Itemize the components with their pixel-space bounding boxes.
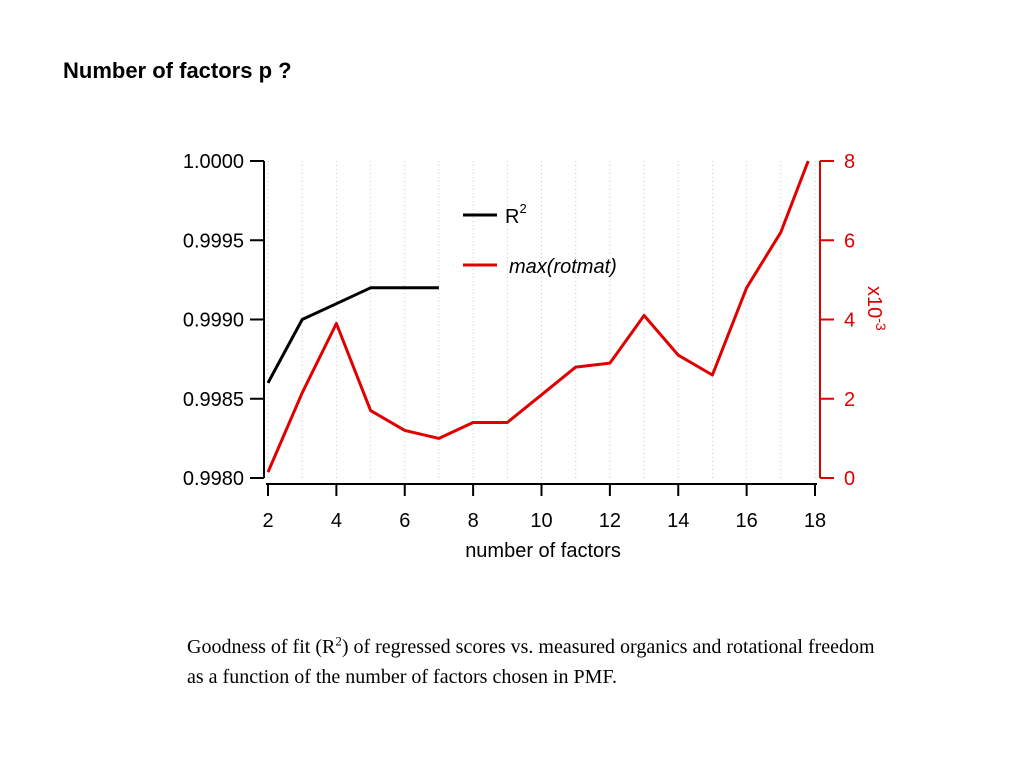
x-axis-tick-label: 14 [667, 510, 689, 532]
legend-label-1: max(rotmat) [509, 256, 617, 278]
caption-text-after: ) of regressed scores vs. measured organ… [187, 636, 875, 688]
right-axis-tick-label: 0 [844, 468, 855, 490]
x-axis-tick-label: 16 [736, 510, 758, 532]
x-axis-tick-label: 12 [599, 510, 621, 532]
slide-title: Number of factors p ? [63, 58, 292, 83]
x-axis-tick-label: 10 [530, 510, 552, 532]
legend-label-0: R2 [505, 201, 527, 228]
left-axis-tick-label: 0.9995 [183, 230, 244, 252]
left-axis-tick-label: 0.9985 [183, 389, 244, 411]
caption-text-before: Goodness of fit (R [187, 636, 336, 658]
left-axis-tick-label: 0.9980 [183, 468, 244, 490]
right-axis-tick-label: 6 [844, 230, 855, 252]
caption-superscript: 2 [335, 633, 342, 649]
right-axis-label: x10-3 [863, 286, 889, 331]
series-line-1 [266, 160, 810, 473]
chart: 0.9980 0.9985 0.9990 0.9995 1.0000 0 2 4 6 8 x10-3… [183, 151, 889, 562]
x-axis-tick-label: 2 [262, 510, 273, 532]
x-axis-label: number of factors [465, 540, 621, 562]
right-axis-tick-label: 2 [844, 389, 855, 411]
x-axis-tick-label: 6 [399, 510, 410, 532]
left-axis-tick-label: 1.0000 [183, 151, 244, 173]
series-line-0 [266, 286, 439, 384]
x-axis-tick-label: 18 [804, 510, 826, 532]
right-axis-tick-label: 4 [844, 310, 855, 332]
x-axis-tick-label: 8 [468, 510, 479, 532]
left-axis-tick-label: 0.9990 [183, 310, 244, 332]
x-axis-tick-label: 4 [331, 510, 342, 532]
right-axis-tick-label: 8 [844, 151, 855, 173]
figure-caption: Goodness of fit (R2) of regressed scores… [187, 632, 887, 692]
